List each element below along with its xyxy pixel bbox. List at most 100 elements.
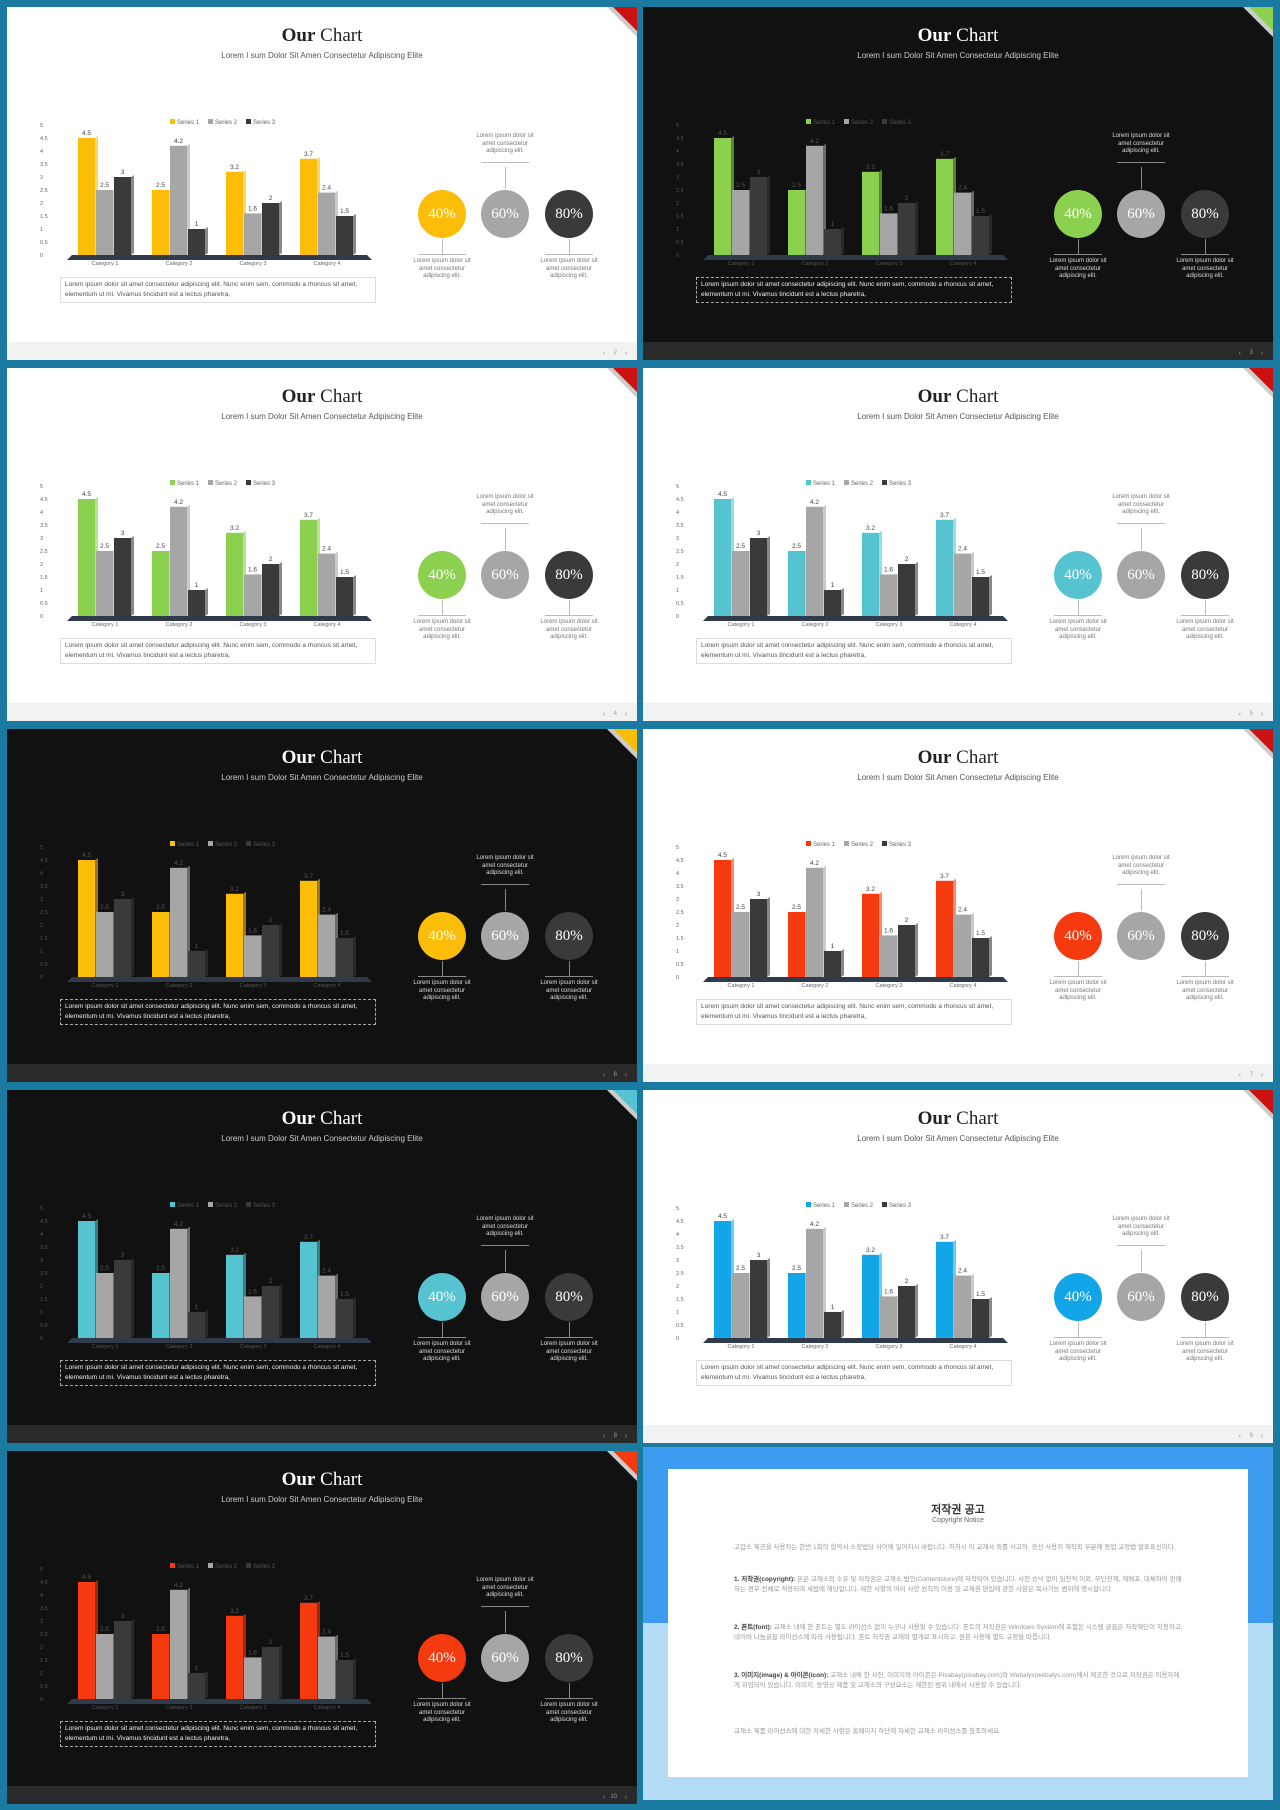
bar-depth <box>205 588 208 616</box>
connector-line <box>1054 1337 1102 1338</box>
y-tick-label: 0 <box>676 253 679 259</box>
prev-page-icon[interactable]: ‹ <box>602 1433 605 1440</box>
description-box: Lorem ipsum dolor sit amet consectetur a… <box>60 999 376 1025</box>
next-page-icon[interactable]: › <box>624 1433 627 1440</box>
y-tick-label: 3.5 <box>40 523 48 529</box>
next-page-icon[interactable]: › <box>1260 711 1263 718</box>
bar-depth <box>841 588 844 616</box>
next-page-icon[interactable]: › <box>624 1072 627 1079</box>
bar <box>954 914 971 977</box>
title-rest: Chart <box>956 1108 999 1129</box>
description-box: Lorem ipsum dolor sit amet consectetur a… <box>696 999 1012 1025</box>
next-page-icon[interactable]: › <box>1260 350 1263 357</box>
connector-line <box>569 239 570 255</box>
connector-line <box>1181 976 1229 977</box>
y-tick-label: 3 <box>40 1258 43 1264</box>
bar-value-label: 1.5 <box>340 1291 349 1298</box>
bar-depth <box>131 536 134 616</box>
legend-swatch <box>844 841 849 846</box>
bar <box>262 1647 279 1699</box>
next-page-icon[interactable]: › <box>624 350 627 357</box>
prev-page-icon[interactable]: ‹ <box>1238 350 1241 357</box>
category-label: Category 4 <box>314 261 341 267</box>
chart-floor <box>703 255 1008 260</box>
next-page-icon[interactable]: › <box>624 711 627 718</box>
prev-page-icon[interactable]: ‹ <box>602 1072 605 1079</box>
footer-bar <box>7 1425 637 1443</box>
legend-swatch <box>246 1202 251 1207</box>
bar-value-label: 2.5 <box>792 543 801 550</box>
y-tick-label: 5 <box>40 845 43 851</box>
y-tick-label: 5 <box>676 845 679 851</box>
bar-value-label: 3.7 <box>940 512 949 519</box>
legend-label: Series 1 <box>177 481 200 487</box>
bar-value-label: 3.7 <box>304 873 313 880</box>
prev-page-icon[interactable]: ‹ <box>602 711 605 718</box>
category-label: Category 2 <box>802 261 829 267</box>
connector-line <box>1205 961 1206 977</box>
bar <box>936 158 953 255</box>
next-page-icon[interactable]: › <box>624 1794 627 1801</box>
bar-depth <box>767 897 770 977</box>
chart-slide: Our Chart Lorem I sum Dolor Sit Amen Cons… <box>7 7 637 360</box>
bar <box>862 1254 879 1338</box>
prev-page-icon[interactable]: ‹ <box>602 1794 605 1801</box>
legend-label: Series 3 <box>253 120 276 126</box>
circle-caption: Lorem ipsum dolor sit amet consectetur a… <box>1049 980 1107 1001</box>
y-tick-label: 1.5 <box>40 214 48 220</box>
percent-circle: 60% <box>1117 551 1165 599</box>
legend-label: Series 2 <box>851 481 874 487</box>
bar-value-label: 4.2 <box>174 499 183 506</box>
circle-caption: Lorem ipsum dolor sit amet consectetur a… <box>413 1702 471 1723</box>
connector-line <box>442 239 443 255</box>
connector-line <box>505 167 506 189</box>
corner-decoration <box>1243 368 1273 398</box>
bar-value-label: 1.6 <box>884 927 893 934</box>
slide-title: Our Chart <box>7 25 637 47</box>
legend-label: Series 2 <box>851 842 874 848</box>
legend-label: Series 1 <box>177 842 200 848</box>
connector-line <box>1181 254 1229 255</box>
y-tick-label: 4.5 <box>40 136 48 142</box>
bar-depth <box>205 1671 208 1699</box>
slide-title: Our Chart <box>643 386 1273 408</box>
y-tick-label: 0.5 <box>40 240 48 246</box>
bar-chart: Series 1 Series 2 Series 3 0 0.5 1 1.5 2 2.5 3 3.5… <box>40 480 372 628</box>
y-tick-label: 1.5 <box>40 936 48 942</box>
title-rest: Chart <box>956 747 999 768</box>
connector-line <box>1181 1337 1229 1338</box>
legend-label: Series 1 <box>813 481 836 487</box>
bar-value-label: 3 <box>121 1613 125 1620</box>
category-label: Category 2 <box>166 1705 193 1711</box>
percent-circle: 40% <box>1054 551 1102 599</box>
next-page-icon[interactable]: › <box>1260 1072 1263 1079</box>
next-page-icon[interactable]: › <box>1260 1433 1263 1440</box>
prev-page-icon[interactable]: ‹ <box>602 350 605 357</box>
bar-value-label: 2.5 <box>100 543 109 550</box>
chart-slide: Our Chart Lorem I sum Dolor Sit Amen Cons… <box>7 368 637 721</box>
category-label: Category 3 <box>240 983 267 989</box>
prev-page-icon[interactable]: ‹ <box>1238 1072 1241 1079</box>
bar-value-label: 2.5 <box>100 182 109 189</box>
bar-depth <box>205 1310 208 1338</box>
bar-value-label: 1.6 <box>884 205 893 212</box>
bar <box>806 867 823 977</box>
connector-line <box>545 976 593 977</box>
bar-value-label: 1.6 <box>248 566 257 573</box>
prev-page-icon[interactable]: ‹ <box>1238 711 1241 718</box>
y-tick-label: 3 <box>676 175 679 181</box>
y-tick-label: 3.5 <box>676 1245 684 1251</box>
bar <box>244 935 261 977</box>
chart-floor <box>67 977 372 982</box>
copyright-intro: 고맙소 제공을 사용자는 한번 1회의 협약서 소정법당 사이에 일어지시 바랍… <box>734 1544 1176 1551</box>
prev-page-icon[interactable]: ‹ <box>1238 1433 1241 1440</box>
bar <box>714 499 731 616</box>
bar <box>300 158 317 255</box>
copyright-section-3-heading: 3. 이미지(image) & 아이콘(icon): <box>734 1672 829 1679</box>
bar-value-label: 2.4 <box>958 546 967 553</box>
slide-subtitle: Lorem I sum Dolor Sit Amen Consectetur A… <box>857 412 1059 421</box>
connector-line <box>418 1337 466 1338</box>
category-label: Category 3 <box>240 1705 267 1711</box>
bar <box>936 519 953 616</box>
connector-line <box>1205 1322 1206 1338</box>
